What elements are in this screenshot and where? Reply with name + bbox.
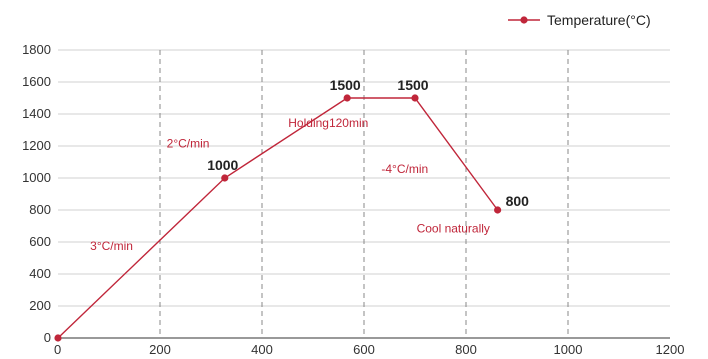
x-tick-label: 1000 [554,342,583,357]
grid-layer [58,49,670,338]
data-point [343,94,351,102]
x-tick-label: 200 [149,342,171,357]
y-tick-label: 0 [44,330,51,345]
y-tick-label: 1600 [22,74,51,89]
data-value-label: 800 [506,193,530,209]
data-point [494,206,502,214]
data-point [54,334,62,342]
segment-annotation: 3°C/min [90,239,133,253]
data-value-label: 1500 [397,77,428,93]
legend-label: Temperature(°C) [547,12,651,28]
segment-annotation: 2°C/min [167,137,210,151]
y-tick-label: 1800 [22,42,51,57]
temperature-series-line [57,97,499,339]
segment-annotation: Cool naturally [417,221,490,235]
series-layer [54,94,502,342]
data-point [411,94,419,102]
data-value-label: 1000 [207,157,238,173]
legend-dot-marker [520,16,528,24]
x-tick-label: 400 [251,342,273,357]
x-tick-label: 1200 [656,342,685,357]
x-tick-label: 800 [455,342,477,357]
y-tick-label: 400 [29,266,51,281]
y-tick-label: 1200 [22,138,51,153]
label-layer: 0 200 400 600 800 1000 1200 1400 1600 1800 0 200 400… [22,42,684,357]
y-tick-label: 800 [29,202,51,217]
data-value-label: 1500 [330,77,361,93]
y-tick-label: 200 [29,298,51,313]
segment-annotation: -4°C/min [381,162,428,176]
segment-annotation: Holding120min [288,116,368,130]
x-tick-label: 0 [54,342,61,357]
y-tick-label: 1000 [22,170,51,185]
legend[interactable]: Temperature(°C) [508,12,651,28]
data-point [221,174,229,182]
x-tick-label: 600 [353,342,375,357]
y-tick-label: 1400 [22,106,51,121]
y-tick-label: 600 [29,234,51,249]
